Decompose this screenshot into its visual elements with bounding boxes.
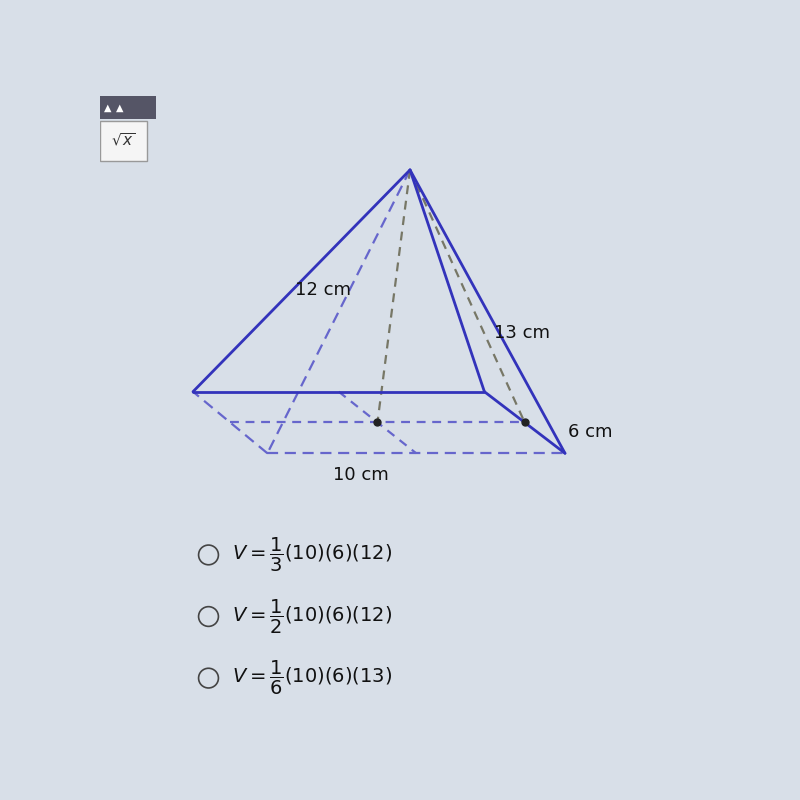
Text: $V=\dfrac{1}{3}(10)(6)(12)$: $V=\dfrac{1}{3}(10)(6)(12)$ — [232, 536, 392, 574]
Text: 6 cm: 6 cm — [568, 422, 613, 441]
Bar — [100, 96, 156, 118]
Text: ▲: ▲ — [116, 102, 123, 113]
Text: 10 cm: 10 cm — [333, 466, 388, 484]
Bar — [100, 121, 146, 161]
Text: 12 cm: 12 cm — [295, 281, 351, 299]
Text: $\sqrt{x}$: $\sqrt{x}$ — [110, 132, 135, 149]
Text: 13 cm: 13 cm — [494, 324, 550, 342]
Text: $V=\dfrac{1}{6}(10)(6)(13)$: $V=\dfrac{1}{6}(10)(6)(13)$ — [232, 659, 392, 697]
Text: ▲: ▲ — [104, 102, 111, 113]
Text: $V=\dfrac{1}{2}(10)(6)(12)$: $V=\dfrac{1}{2}(10)(6)(12)$ — [232, 598, 392, 635]
